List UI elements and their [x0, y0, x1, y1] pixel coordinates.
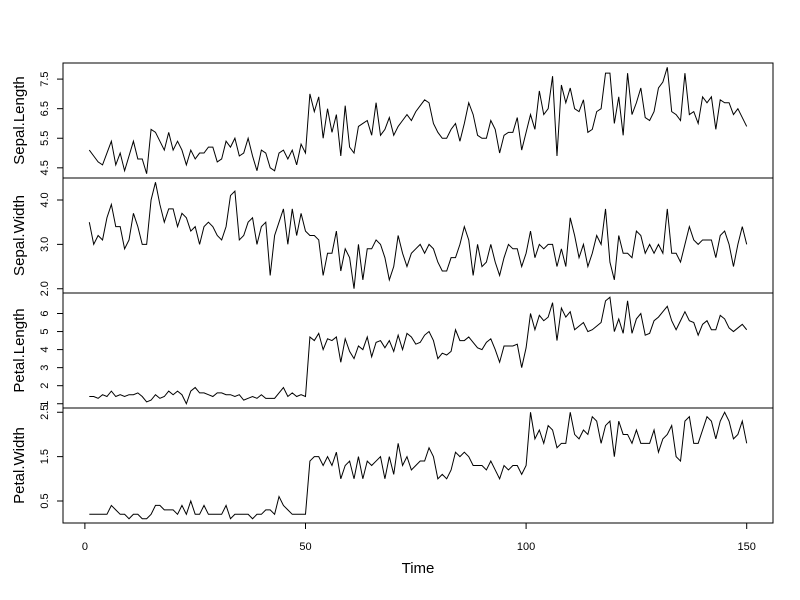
panel-frame	[62, 62, 774, 179]
y-tick-label: 0.5	[39, 493, 51, 508]
y-tick-label: 4.5	[39, 160, 51, 175]
x-tick-label: 50	[299, 541, 311, 553]
y-tick-label: 6.5	[39, 101, 51, 116]
series-line	[88, 67, 748, 174]
y-tick-label: 4.0	[39, 192, 51, 207]
x-tick-label: 150	[738, 541, 756, 553]
y-tick-label: 1.5	[39, 449, 51, 464]
y-axis-label: Sepal.Length	[11, 76, 28, 164]
y-tick-label: 3.0	[39, 237, 51, 252]
y-tick-label: 1	[39, 401, 51, 407]
series-line	[88, 182, 748, 289]
panel-frame	[62, 292, 774, 409]
x-tick-label: 100	[517, 541, 535, 553]
x-tick-label: 0	[82, 541, 88, 553]
y-tick-label: 4	[39, 347, 51, 353]
y-tick-label: 2.0	[39, 281, 51, 296]
y-tick-label: 7.5	[39, 71, 51, 86]
y-axis-label: Petal.Width	[11, 427, 28, 504]
panel-frame	[62, 177, 774, 294]
y-tick-label: 3	[39, 365, 51, 371]
y-tick-label: 5	[39, 328, 51, 334]
series-line	[89, 411, 748, 520]
y-tick-label: 6	[39, 310, 51, 316]
series-line	[89, 296, 748, 406]
y-tick-label: 2.5	[39, 405, 51, 420]
y-tick-label: 5.5	[39, 131, 51, 146]
x-axis-label: Time	[402, 560, 435, 577]
y-tick-label: 2	[39, 383, 51, 389]
panel-frame	[62, 407, 774, 524]
y-axis-label: Sepal.Width	[11, 195, 28, 276]
y-axis-label: Petal.Length	[11, 308, 28, 392]
